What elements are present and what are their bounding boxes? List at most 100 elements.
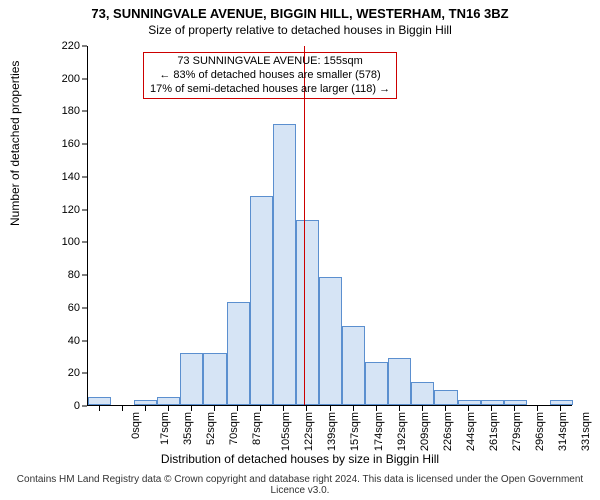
y-tick-mark (82, 46, 87, 47)
histogram-bar (227, 302, 250, 405)
x-tick-mark (145, 406, 146, 411)
y-tick-mark (82, 176, 87, 177)
y-tick-label: 220 (52, 40, 80, 52)
histogram-bar (180, 353, 203, 405)
histogram-bar (157, 397, 180, 405)
footnote: Contains HM Land Registry data © Crown c… (0, 474, 600, 496)
histogram-bar (388, 358, 411, 405)
histogram-bar (134, 400, 157, 405)
bars-layer (88, 46, 572, 405)
x-tick-mark (260, 406, 261, 411)
x-tick-label: 226sqm (442, 412, 454, 451)
x-tick-mark (237, 406, 238, 411)
x-tick-label: 209sqm (419, 412, 431, 451)
annotation-line-2: ← 83% of detached houses are smaller (57… (150, 69, 390, 83)
histogram-bar (203, 353, 226, 405)
histogram-bar (273, 124, 296, 405)
x-tick-label: 244sqm (465, 412, 477, 451)
chart-subtitle: Size of property relative to detached ho… (0, 21, 600, 41)
x-tick-label: 17sqm (159, 412, 171, 445)
x-tick-label: 35sqm (182, 412, 194, 445)
histogram-bar (342, 326, 365, 405)
y-tick-mark (82, 406, 87, 407)
x-tick-mark (422, 406, 423, 411)
y-tick-label: 140 (52, 171, 80, 183)
x-tick-mark (514, 406, 515, 411)
x-tick-mark (191, 406, 192, 411)
histogram-bar (319, 277, 342, 405)
x-ticks: 0sqm 17sqm 35sqm 52sqm 70sqm 87sqm 105sqm 122sq… (87, 408, 572, 478)
x-tick-mark (99, 406, 100, 411)
x-tick-mark (283, 406, 284, 411)
x-tick-mark (491, 406, 492, 411)
x-tick-label: 174sqm (373, 412, 385, 451)
annotation-line-1: 73 SUNNINGVALE AVENUE: 155sqm (150, 55, 390, 69)
x-tick-label: 331sqm (580, 412, 592, 451)
y-tick-mark (82, 275, 87, 276)
histogram-bar (296, 220, 319, 405)
x-tick-mark (330, 406, 331, 411)
x-tick-label: 279sqm (511, 412, 523, 451)
x-tick-mark (537, 406, 538, 411)
x-tick-mark (122, 406, 123, 411)
x-tick-label: 139sqm (326, 412, 338, 451)
x-tick-mark (560, 406, 561, 411)
y-tick-mark (82, 242, 87, 243)
x-tick-label: 122sqm (303, 412, 315, 451)
annotation-box: 73 SUNNINGVALE AVENUE: 155sqm ← 83% of d… (143, 52, 397, 99)
x-axis-label: Distribution of detached houses by size … (0, 452, 600, 466)
x-tick-label: 192sqm (396, 412, 408, 451)
y-tick-label: 160 (52, 138, 80, 150)
y-tick-mark (82, 307, 87, 308)
y-tick-label: 40 (52, 335, 80, 347)
x-tick-mark (168, 406, 169, 411)
plot-area: 73 SUNNINGVALE AVENUE: 155sqm ← 83% of d… (87, 46, 572, 406)
histogram-bar (481, 400, 504, 405)
y-tick-mark (82, 111, 87, 112)
x-tick-label: 261sqm (488, 412, 500, 451)
x-tick-label: 0sqm (129, 412, 141, 439)
y-tick-label: 60 (52, 302, 80, 314)
histogram-bar (504, 400, 527, 405)
chart-container: 73, SUNNINGVALE AVENUE, BIGGIN HILL, WES… (0, 0, 600, 500)
x-tick-mark (353, 406, 354, 411)
y-tick-mark (82, 209, 87, 210)
x-tick-mark (214, 406, 215, 411)
x-tick-label: 157sqm (350, 412, 362, 451)
annotation-line-3: 17% of semi-detached houses are larger (… (150, 83, 390, 97)
y-tick-label: 200 (52, 73, 80, 85)
y-tick-label: 120 (52, 204, 80, 216)
y-tick-label: 80 (52, 269, 80, 281)
y-tick-mark (82, 373, 87, 374)
marker-line (304, 46, 306, 405)
y-tick-label: 180 (52, 105, 80, 117)
y-tick-mark (82, 340, 87, 341)
y-tick-label: 100 (52, 236, 80, 248)
x-tick-label: 296sqm (534, 412, 546, 451)
plot-outer: 020406080100120140160180200220 73 SUNNIN… (52, 46, 572, 406)
histogram-bar (434, 390, 457, 405)
chart-title: 73, SUNNINGVALE AVENUE, BIGGIN HILL, WES… (0, 0, 600, 21)
x-tick-label: 87sqm (251, 412, 263, 445)
x-tick-label: 105sqm (280, 412, 292, 451)
x-tick-mark (399, 406, 400, 411)
y-tick-label: 20 (52, 367, 80, 379)
x-tick-label: 52sqm (205, 412, 217, 445)
histogram-bar (411, 382, 434, 405)
histogram-bar (550, 400, 573, 405)
histogram-bar (365, 362, 388, 405)
y-tick-mark (82, 144, 87, 145)
x-tick-label: 314sqm (557, 412, 569, 451)
y-tick-mark (82, 78, 87, 79)
x-tick-label: 70sqm (228, 412, 240, 445)
x-tick-mark (306, 406, 307, 411)
x-tick-mark (468, 406, 469, 411)
y-ticks: 020406080100120140160180200220 (52, 46, 80, 406)
x-tick-mark (445, 406, 446, 411)
histogram-bar (88, 397, 111, 405)
histogram-bar (250, 196, 273, 405)
histogram-bar (458, 400, 481, 405)
x-tick-mark (376, 406, 377, 411)
y-tick-label: 0 (52, 400, 80, 412)
y-axis-label: Number of detached properties (8, 61, 22, 226)
